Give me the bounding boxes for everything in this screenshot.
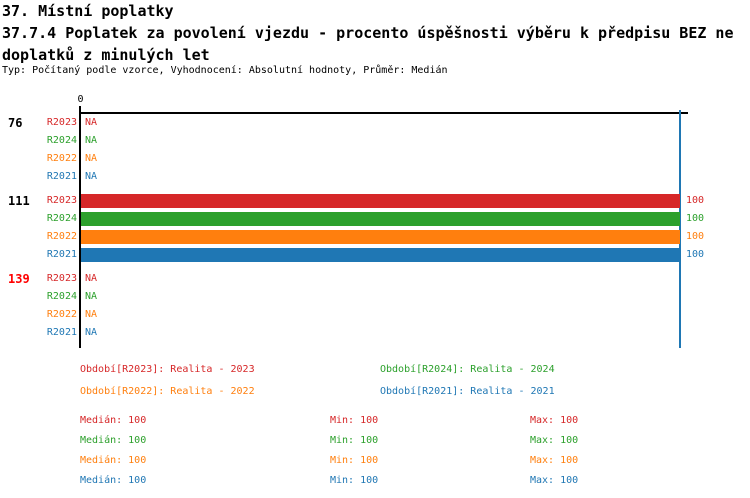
stat-median: Medián: 100 (80, 474, 146, 488)
stat-min: Min: 100 (330, 434, 378, 448)
stat-max: Max: 100 (530, 434, 578, 448)
series-row-label: R2023 (35, 114, 77, 132)
stat-max: Max: 100 (530, 414, 578, 428)
chart-row: R2022 NA (0, 306, 750, 324)
chart-subtitle-line1: 37.7.4 Poplatek za povolení vjezdu - pro… (2, 24, 734, 42)
series-row-label: R2022 (35, 228, 77, 246)
chart-row: R2024 100 (0, 210, 750, 228)
value-bar (81, 230, 680, 244)
series-row-label: R2021 (35, 324, 77, 342)
series-row-label: R2022 (35, 306, 77, 324)
na-value-label: NA (85, 288, 97, 306)
x-axis-origin-tick-label: 0 (74, 94, 87, 105)
legend-item: Období[R2022]: Realita - 2022 (80, 385, 255, 399)
series-row-label: R2023 (35, 192, 77, 210)
series-row-label: R2024 (35, 288, 77, 306)
series-row-label: R2024 (35, 210, 77, 228)
na-value-label: NA (85, 324, 97, 342)
page-title: 37. Místní poplatky (2, 2, 174, 20)
series-row-label: R2022 (35, 150, 77, 168)
chart-row: R2022 NA (0, 150, 750, 168)
chart-row: R2021 100 (0, 246, 750, 264)
bar-value-label: 100 (686, 228, 704, 246)
stat-min: Min: 100 (330, 414, 378, 428)
stat-min: Min: 100 (330, 474, 378, 488)
chart-row: R2021 NA (0, 324, 750, 342)
na-value-label: NA (85, 132, 97, 150)
stat-median: Medián: 100 (80, 434, 146, 448)
stat-max: Max: 100 (530, 474, 578, 488)
stat-max: Max: 100 (530, 454, 578, 468)
series-row-label: R2021 (35, 246, 77, 264)
chart-type-description: Typ: Počítaný podle vzorce, Vyhodnocení:… (2, 65, 448, 76)
na-value-label: NA (85, 150, 97, 168)
na-value-label: NA (85, 114, 97, 132)
chart-row: R2024 NA (0, 132, 750, 150)
stat-min: Min: 100 (330, 454, 378, 468)
series-row-label: R2023 (35, 270, 77, 288)
bar-value-label: 100 (686, 210, 704, 228)
stat-median: Medián: 100 (80, 454, 146, 468)
legend-item: Období[R2023]: Realita - 2023 (80, 363, 255, 377)
chart-row: 76R2023NA (0, 114, 750, 132)
chart-row: R2024 NA (0, 288, 750, 306)
chart-subtitle-line2: doplatků z minulých let (2, 46, 210, 64)
value-bar (81, 248, 680, 262)
value-bar (81, 194, 680, 208)
report-page: 37. Místní poplatky 37.7.4 Poplatek za p… (0, 0, 750, 498)
bar-value-label: 100 (686, 192, 704, 210)
na-value-label: NA (85, 270, 97, 288)
na-value-label: NA (85, 168, 97, 186)
chart-row: R2021 NA (0, 168, 750, 186)
legend-item: Období[R2024]: Realita - 2024 (380, 363, 555, 377)
chart-row: 139R2023NA (0, 270, 750, 288)
chart-row: 111R2023100 (0, 192, 750, 210)
stat-median: Medián: 100 (80, 414, 146, 428)
chart-row: R2022 100 (0, 228, 750, 246)
na-value-label: NA (85, 306, 97, 324)
value-bar (81, 212, 680, 226)
series-row-label: R2021 (35, 168, 77, 186)
legend-item: Období[R2021]: Realita - 2021 (380, 385, 555, 399)
series-row-label: R2024 (35, 132, 77, 150)
bar-value-label: 100 (686, 246, 704, 264)
